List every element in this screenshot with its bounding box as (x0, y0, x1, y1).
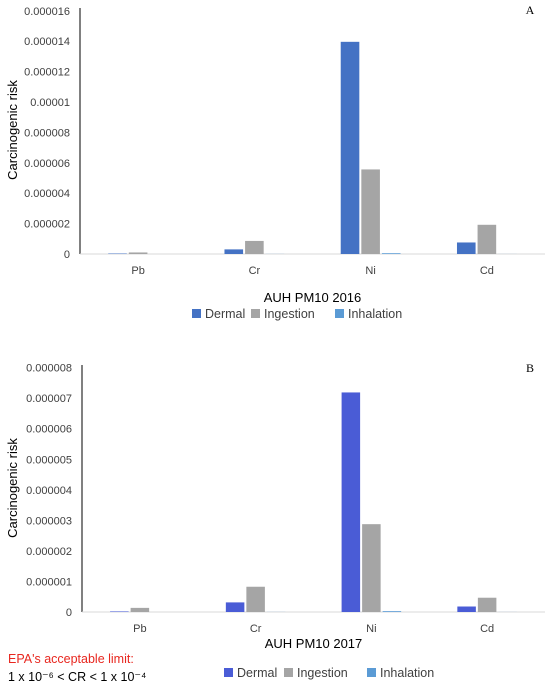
legend-label-inhalation: Inhalation (380, 666, 434, 680)
chart-b: 0 0.000001 0.000002 0.000003 0.000004 0.00000… (5, 361, 545, 680)
y-axis-label: Carcinogenic risk (5, 80, 20, 180)
bar-ingestion-pb (128, 252, 148, 254)
legend-swatch-inhalation (335, 309, 344, 318)
x-axis-label: AUH PM10 2017 (265, 636, 363, 651)
legend-swatch-dermal (192, 309, 201, 318)
epa-limit-range: 1 x 10⁻⁶ < CR < 1 x 10⁻⁴ (8, 670, 147, 684)
x-tick-label: Cr (249, 265, 261, 277)
panel-label: A (526, 3, 535, 17)
panel-label: B (526, 361, 534, 375)
legend-label-dermal: Dermal (237, 666, 277, 680)
y-tick-label: 0.000012 (24, 67, 70, 79)
y-tick-label: 0.000016 (24, 6, 70, 18)
bar-dermal-cr (225, 602, 245, 612)
y-tick-label: 0.000003 (26, 515, 72, 527)
y-tick-label: 0.000001 (26, 576, 72, 588)
bar-dermal-ni (341, 392, 361, 612)
y-tick-label: 0.000006 (26, 424, 72, 436)
x-tick-label: Cr (250, 623, 262, 635)
x-tick-label: Ni (366, 623, 376, 635)
bar-inhalation-ni (381, 253, 401, 254)
legend-swatch-ingestion (251, 309, 260, 318)
bar-ingestion-cr (246, 586, 265, 612)
legend-label-ingestion: Ingestion (264, 307, 315, 321)
x-tick-label: Cd (480, 623, 494, 635)
bar-ingestion-pb (130, 607, 150, 612)
y-tick-label: 0.000007 (26, 393, 72, 405)
x-tick-label: Cd (480, 265, 494, 277)
y-tick-label: 0.000004 (24, 188, 70, 200)
legend-label-ingestion: Ingestion (297, 666, 348, 680)
legend-swatch-ingestion (284, 668, 293, 677)
y-tick-label: 0.000004 (26, 485, 72, 497)
bar-dermal-pb (110, 611, 129, 612)
y-tick-label: 0.000006 (24, 158, 70, 170)
bar-dermal-cd (456, 242, 476, 254)
x-tick-label: Pb (133, 623, 146, 635)
bar-ingestion-ni (362, 524, 381, 612)
y-tick-label: 0 (66, 607, 72, 619)
y-tick-label: 0.000005 (26, 454, 72, 466)
bar-ingestion-cd (477, 224, 497, 254)
x-tick-label: Ni (365, 265, 375, 277)
epa-limit-label: EPA's acceptable limit: (8, 652, 134, 666)
bar-dermal-cd (457, 606, 476, 612)
bar-dermal-ni (340, 41, 360, 255)
y-tick-label: 0.000014 (24, 36, 70, 48)
bar-ingestion-cd (477, 597, 497, 612)
bar-ingestion-ni (361, 169, 380, 254)
x-axis-label: AUH PM10 2016 (264, 290, 362, 305)
bar-inhalation-ni (382, 611, 402, 612)
y-tick-label: 0.00001 (30, 97, 70, 109)
y-tick-label: 0.000008 (24, 127, 70, 139)
y-tick-label: 0.000002 (24, 219, 70, 231)
legend-swatch-inhalation (367, 668, 376, 677)
bar-ingestion-cr (245, 240, 264, 254)
legend-label-dermal: Dermal (205, 307, 245, 321)
chart-a: 0 0.000002 0.000004 0.000006 0.000008 0.00001… (5, 3, 545, 321)
y-tick-label: 0.000008 (26, 363, 72, 375)
x-tick-label: Pb (131, 265, 144, 277)
y-tick-label: 0 (64, 249, 70, 261)
bar-dermal-cr (224, 249, 244, 254)
legend-label-inhalation: Inhalation (348, 307, 402, 321)
y-axis-label: Carcinogenic risk (5, 438, 20, 538)
legend-swatch-dermal (224, 668, 233, 677)
y-tick-label: 0.000002 (26, 546, 72, 558)
